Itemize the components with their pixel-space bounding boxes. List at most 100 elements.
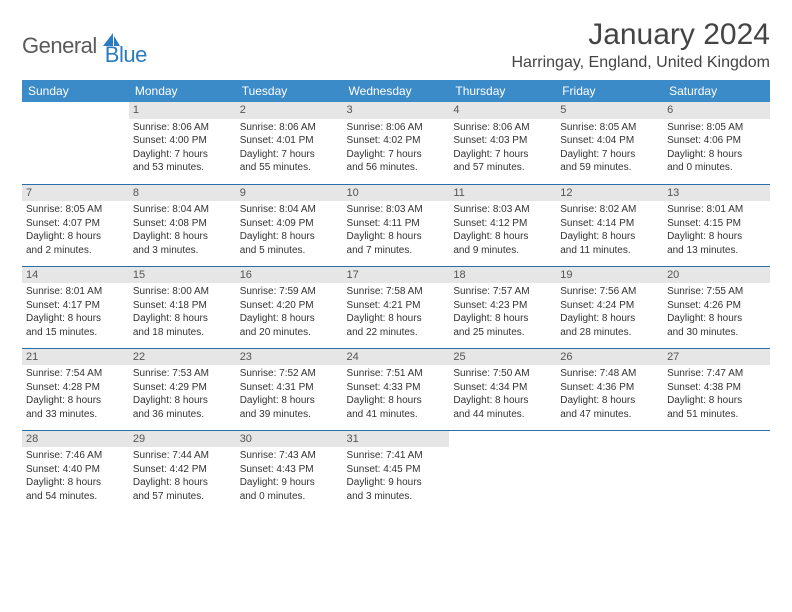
calendar-day-cell bbox=[22, 102, 129, 184]
sunrise-text: Sunrise: 7:59 AM bbox=[240, 285, 339, 299]
logo-text-general: General bbox=[22, 33, 97, 59]
day-number: 17 bbox=[343, 267, 450, 284]
calendar-day-cell: 20Sunrise: 7:55 AMSunset: 4:26 PMDayligh… bbox=[663, 266, 770, 348]
daylight-text: and 54 minutes. bbox=[26, 490, 125, 504]
sunset-text: Sunset: 4:33 PM bbox=[347, 381, 446, 395]
daylight-text: and 53 minutes. bbox=[133, 161, 232, 175]
daylight-text: and 36 minutes. bbox=[133, 408, 232, 422]
daylight-text: and 57 minutes. bbox=[133, 490, 232, 504]
calendar-day-cell: 15Sunrise: 8:00 AMSunset: 4:18 PMDayligh… bbox=[129, 266, 236, 348]
header: General Blue January 2024 Harringay, Eng… bbox=[22, 18, 770, 72]
weekday-header: Tuesday bbox=[236, 80, 343, 102]
sunset-text: Sunset: 4:06 PM bbox=[667, 134, 766, 148]
sunset-text: Sunset: 4:02 PM bbox=[347, 134, 446, 148]
sunrise-text: Sunrise: 8:06 AM bbox=[453, 121, 552, 135]
weekday-header-row: Sunday Monday Tuesday Wednesday Thursday… bbox=[22, 80, 770, 102]
daylight-text: Daylight: 8 hours bbox=[133, 312, 232, 326]
sunrise-text: Sunrise: 7:46 AM bbox=[26, 449, 125, 463]
calendar-day-cell: 8Sunrise: 8:04 AMSunset: 4:08 PMDaylight… bbox=[129, 184, 236, 266]
sunrise-text: Sunrise: 7:56 AM bbox=[560, 285, 659, 299]
daylight-text: and 47 minutes. bbox=[560, 408, 659, 422]
sunset-text: Sunset: 4:40 PM bbox=[26, 463, 125, 477]
daylight-text: Daylight: 7 hours bbox=[133, 148, 232, 162]
calendar-day-cell: 30Sunrise: 7:43 AMSunset: 4:43 PMDayligh… bbox=[236, 430, 343, 512]
calendar-day-cell: 23Sunrise: 7:52 AMSunset: 4:31 PMDayligh… bbox=[236, 348, 343, 430]
daylight-text: and 0 minutes. bbox=[240, 490, 339, 504]
calendar-day-cell: 2Sunrise: 8:06 AMSunset: 4:01 PMDaylight… bbox=[236, 102, 343, 184]
sunset-text: Sunset: 4:38 PM bbox=[667, 381, 766, 395]
sunrise-text: Sunrise: 8:05 AM bbox=[560, 121, 659, 135]
day-number: 29 bbox=[129, 431, 236, 448]
daylight-text: and 0 minutes. bbox=[667, 161, 766, 175]
daylight-text: and 20 minutes. bbox=[240, 326, 339, 340]
daylight-text: and 41 minutes. bbox=[347, 408, 446, 422]
sunrise-text: Sunrise: 7:53 AM bbox=[133, 367, 232, 381]
day-number: 14 bbox=[22, 267, 129, 284]
daylight-text: Daylight: 8 hours bbox=[347, 230, 446, 244]
sunrise-text: Sunrise: 7:54 AM bbox=[26, 367, 125, 381]
daylight-text: and 39 minutes. bbox=[240, 408, 339, 422]
sunrise-text: Sunrise: 8:00 AM bbox=[133, 285, 232, 299]
daylight-text: and 11 minutes. bbox=[560, 244, 659, 258]
daylight-text: Daylight: 8 hours bbox=[240, 394, 339, 408]
day-number: 18 bbox=[449, 267, 556, 284]
sunset-text: Sunset: 4:09 PM bbox=[240, 217, 339, 231]
day-number: 7 bbox=[22, 185, 129, 202]
calendar-day-cell: 19Sunrise: 7:56 AMSunset: 4:24 PMDayligh… bbox=[556, 266, 663, 348]
sunset-text: Sunset: 4:00 PM bbox=[133, 134, 232, 148]
daylight-text: Daylight: 8 hours bbox=[133, 230, 232, 244]
calendar-week-row: 7Sunrise: 8:05 AMSunset: 4:07 PMDaylight… bbox=[22, 184, 770, 266]
sunset-text: Sunset: 4:17 PM bbox=[26, 299, 125, 313]
daylight-text: and 51 minutes. bbox=[667, 408, 766, 422]
sunset-text: Sunset: 4:36 PM bbox=[560, 381, 659, 395]
calendar-day-cell: 1Sunrise: 8:06 AMSunset: 4:00 PMDaylight… bbox=[129, 102, 236, 184]
daylight-text: Daylight: 8 hours bbox=[347, 312, 446, 326]
weekday-header: Thursday bbox=[449, 80, 556, 102]
calendar-day-cell: 31Sunrise: 7:41 AMSunset: 4:45 PMDayligh… bbox=[343, 430, 450, 512]
page-title: January 2024 bbox=[511, 18, 770, 52]
sunrise-text: Sunrise: 8:02 AM bbox=[560, 203, 659, 217]
calendar-day-cell bbox=[449, 430, 556, 512]
calendar-day-cell bbox=[663, 430, 770, 512]
sunrise-text: Sunrise: 7:48 AM bbox=[560, 367, 659, 381]
sunset-text: Sunset: 4:24 PM bbox=[560, 299, 659, 313]
daylight-text: Daylight: 8 hours bbox=[133, 476, 232, 490]
calendar-day-cell: 6Sunrise: 8:05 AMSunset: 4:06 PMDaylight… bbox=[663, 102, 770, 184]
weekday-header: Sunday bbox=[22, 80, 129, 102]
sunset-text: Sunset: 4:29 PM bbox=[133, 381, 232, 395]
day-number: 3 bbox=[343, 102, 450, 119]
daylight-text: and 7 minutes. bbox=[347, 244, 446, 258]
sunset-text: Sunset: 4:28 PM bbox=[26, 381, 125, 395]
weekday-header: Friday bbox=[556, 80, 663, 102]
sunrise-text: Sunrise: 8:05 AM bbox=[26, 203, 125, 217]
daylight-text: Daylight: 8 hours bbox=[667, 230, 766, 244]
day-number: 6 bbox=[663, 102, 770, 119]
daylight-text: and 25 minutes. bbox=[453, 326, 552, 340]
calendar-week-row: 14Sunrise: 8:01 AMSunset: 4:17 PMDayligh… bbox=[22, 266, 770, 348]
daylight-text: and 15 minutes. bbox=[26, 326, 125, 340]
sunset-text: Sunset: 4:31 PM bbox=[240, 381, 339, 395]
calendar-day-cell: 21Sunrise: 7:54 AMSunset: 4:28 PMDayligh… bbox=[22, 348, 129, 430]
sunrise-text: Sunrise: 7:41 AM bbox=[347, 449, 446, 463]
daylight-text: Daylight: 8 hours bbox=[240, 230, 339, 244]
daylight-text: and 3 minutes. bbox=[347, 490, 446, 504]
sunrise-text: Sunrise: 7:50 AM bbox=[453, 367, 552, 381]
day-number: 28 bbox=[22, 431, 129, 448]
daylight-text: Daylight: 8 hours bbox=[133, 394, 232, 408]
day-number: 22 bbox=[129, 349, 236, 366]
sunset-text: Sunset: 4:45 PM bbox=[347, 463, 446, 477]
sunrise-text: Sunrise: 7:55 AM bbox=[667, 285, 766, 299]
daylight-text: Daylight: 8 hours bbox=[453, 230, 552, 244]
daylight-text: Daylight: 8 hours bbox=[453, 312, 552, 326]
day-number: 1 bbox=[129, 102, 236, 119]
weekday-header: Saturday bbox=[663, 80, 770, 102]
day-number: 27 bbox=[663, 349, 770, 366]
calendar-week-row: 21Sunrise: 7:54 AMSunset: 4:28 PMDayligh… bbox=[22, 348, 770, 430]
sunset-text: Sunset: 4:34 PM bbox=[453, 381, 552, 395]
sunrise-text: Sunrise: 7:52 AM bbox=[240, 367, 339, 381]
sunset-text: Sunset: 4:04 PM bbox=[560, 134, 659, 148]
day-number: 5 bbox=[556, 102, 663, 119]
daylight-text: and 13 minutes. bbox=[667, 244, 766, 258]
sunrise-text: Sunrise: 7:51 AM bbox=[347, 367, 446, 381]
sunrise-text: Sunrise: 7:58 AM bbox=[347, 285, 446, 299]
